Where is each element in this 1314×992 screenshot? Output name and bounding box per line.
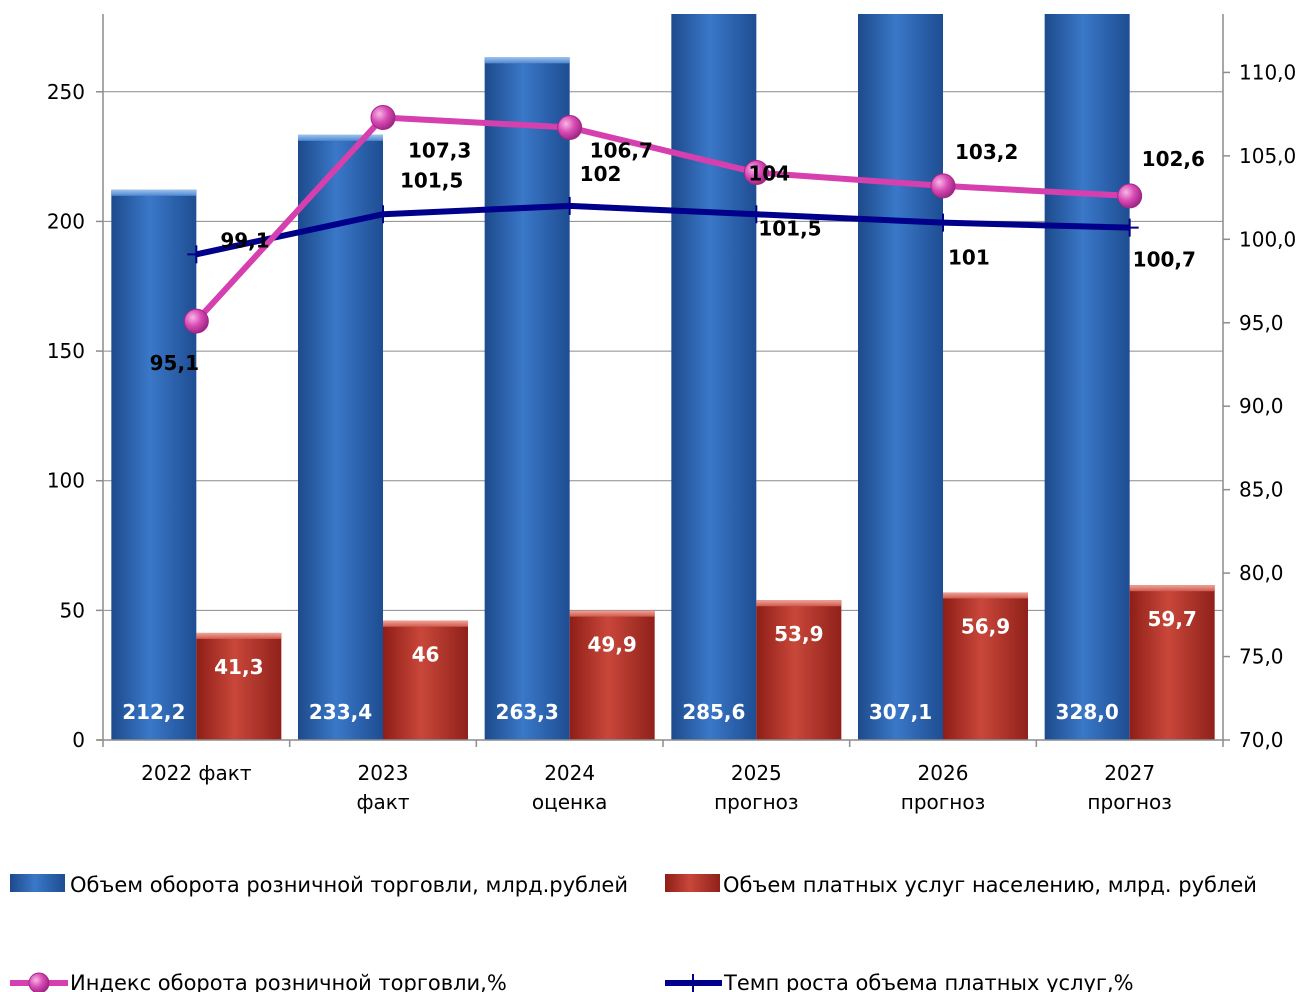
y-left-tick-label: 0 bbox=[72, 728, 85, 752]
bar-value-label: 233,4 bbox=[309, 700, 372, 724]
bar-value-label: 59,7 bbox=[1147, 607, 1196, 631]
bar-top bbox=[196, 632, 282, 639]
line-value-label: 101,5 bbox=[400, 168, 463, 192]
bar bbox=[298, 134, 383, 740]
line-value-label: 101,5 bbox=[758, 216, 821, 240]
line-value-label: 102 bbox=[580, 162, 622, 186]
bar-value-label: 41,3 bbox=[214, 655, 263, 679]
bar bbox=[1044, 14, 1130, 740]
line-value-label: 106,7 bbox=[590, 138, 653, 162]
bar-value-label: 46 bbox=[412, 643, 440, 667]
bar-value-label: 285,6 bbox=[682, 700, 745, 724]
y-left-tick-label: 200 bbox=[47, 209, 85, 233]
bar-top bbox=[383, 620, 468, 627]
y-right-tick-label: 100,0 bbox=[1239, 227, 1296, 251]
y-right-tick-label: 75,0 bbox=[1239, 645, 1284, 669]
bar-top bbox=[569, 610, 655, 617]
line-value-label: 101 bbox=[948, 246, 990, 270]
y-left-tick-label: 250 bbox=[47, 80, 85, 104]
legend-label: Темп роста объема платных услуг,% bbox=[723, 971, 1134, 992]
legend-swatch-retail-volume bbox=[10, 874, 65, 892]
x-tick-label: прогноз bbox=[714, 790, 798, 814]
line-value-label: 107,3 bbox=[408, 138, 471, 162]
bar bbox=[383, 620, 468, 740]
series-line bbox=[194, 114, 1130, 324]
lines bbox=[183, 104, 1143, 334]
x-tick-label: 2025 bbox=[731, 761, 782, 785]
line-value-label: 104 bbox=[748, 162, 790, 186]
bar-value-label: 49,9 bbox=[587, 633, 636, 657]
bar bbox=[858, 14, 943, 740]
bar-value-label: 56,9 bbox=[961, 614, 1010, 638]
bar-top bbox=[298, 134, 383, 141]
axes: 0 50 100 150 200 250 70,0 75,0 80,0 85,0 90,0 95,0 1… bbox=[47, 14, 1296, 814]
bar bbox=[196, 632, 282, 740]
bar-top bbox=[943, 592, 1028, 599]
bar-value-label: 212,2 bbox=[122, 700, 185, 724]
x-tick-label: прогноз bbox=[1087, 790, 1171, 814]
line-value-label: 103,2 bbox=[955, 140, 1018, 164]
bar bbox=[1129, 585, 1215, 740]
circle-marker bbox=[370, 104, 396, 130]
x-tick-label: прогноз bbox=[901, 790, 985, 814]
bar bbox=[484, 57, 570, 740]
circle-marker bbox=[557, 114, 583, 140]
bar-value-label: 53,9 bbox=[774, 622, 823, 646]
bar-value-label: 328,0 bbox=[1056, 700, 1119, 724]
line-value-label: 100,7 bbox=[1133, 248, 1196, 272]
bars bbox=[111, 14, 1215, 740]
y-left-tick-label: 50 bbox=[60, 598, 85, 622]
x-tick-label: факт bbox=[356, 790, 409, 814]
bar-top bbox=[756, 600, 842, 607]
y-right-tick-label: 70,0 bbox=[1239, 728, 1284, 752]
legend-label: Объем платных услуг населению, млрд. руб… bbox=[723, 873, 1257, 897]
bar bbox=[943, 592, 1028, 740]
bar-value-label: 263,3 bbox=[496, 700, 559, 724]
circle-marker bbox=[1117, 183, 1143, 209]
legend-swatch-paid-services bbox=[665, 874, 720, 892]
x-tick-label: 2023 bbox=[358, 761, 409, 785]
bar bbox=[111, 189, 197, 740]
line-value-label: 95,1 bbox=[150, 351, 199, 375]
legend-label: Объем оборота розничной торговли, млрд.р… bbox=[70, 873, 628, 897]
legend-marker bbox=[28, 972, 50, 992]
circle-marker bbox=[743, 160, 769, 186]
circle-marker bbox=[930, 173, 956, 199]
legend-label: Индекс оборота розничной торговли,% bbox=[70, 971, 507, 992]
data-labels: 212,2 233,4 263,3 285,6 307,1 328,0 41,3 46 49,9… bbox=[122, 138, 1205, 724]
bar-value-label: 307,1 bbox=[869, 700, 932, 724]
line-value-label: 102,6 bbox=[1142, 147, 1205, 171]
y-left-tick-label: 100 bbox=[47, 469, 85, 493]
bar bbox=[671, 14, 757, 740]
x-tick-label: 2022 факт bbox=[141, 761, 252, 785]
circle-marker bbox=[183, 308, 209, 334]
line-value-label: 99,1 bbox=[220, 228, 269, 252]
x-tick-label: 2024 bbox=[544, 761, 595, 785]
bar-top bbox=[484, 57, 570, 64]
legend: Объем оборота розничной торговли, млрд.р… bbox=[10, 873, 1257, 992]
y-left-tick-label: 150 bbox=[47, 339, 85, 363]
y-right-tick-label: 85,0 bbox=[1239, 478, 1284, 502]
y-right-tick-label: 110,0 bbox=[1239, 60, 1296, 84]
bar bbox=[569, 610, 655, 740]
bar-top bbox=[1129, 585, 1215, 592]
bar-top bbox=[111, 189, 197, 196]
y-right-tick-label: 80,0 bbox=[1239, 561, 1284, 585]
y-right-tick-label: 105,0 bbox=[1239, 144, 1296, 168]
bar bbox=[756, 600, 842, 740]
x-tick-label: 2027 bbox=[1104, 761, 1155, 785]
y-right-tick-label: 95,0 bbox=[1239, 311, 1284, 335]
y-right-tick-label: 90,0 bbox=[1239, 394, 1284, 418]
x-tick-label: оценка bbox=[532, 790, 608, 814]
series-line bbox=[195, 202, 1130, 258]
x-tick-label: 2026 bbox=[918, 761, 969, 785]
